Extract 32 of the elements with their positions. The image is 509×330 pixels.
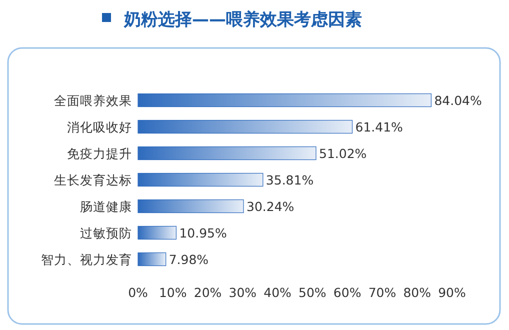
- bar: [138, 172, 264, 187]
- y-tick-label: 免疫力提升: [67, 146, 132, 161]
- bar: [138, 252, 166, 266]
- bar: [138, 93, 432, 108]
- chart-title: 奶粉选择——喂养效果考虑因素: [123, 10, 362, 30]
- x-tick-label: 50%: [298, 285, 326, 300]
- y-tick-label: 生长发育达标: [54, 172, 132, 188]
- bar: [138, 199, 244, 214]
- data-label: 61.41%: [355, 119, 404, 134]
- x-tick-label: 60%: [333, 285, 362, 300]
- data-label: 51.02%: [319, 146, 367, 161]
- y-tick-label: 全面喂养效果: [54, 92, 132, 108]
- bar: [138, 226, 177, 240]
- data-label: 7.98%: [168, 252, 209, 267]
- y-tick-label: 消化吸收好: [67, 119, 132, 134]
- bar: [138, 146, 316, 160]
- x-tick-label: 80%: [403, 285, 432, 300]
- x-tick-label: 40%: [264, 285, 292, 300]
- x-tick-label: 0%: [128, 285, 148, 300]
- x-tick-label: 20%: [194, 285, 222, 300]
- data-label: 84.04%: [434, 92, 482, 108]
- x-tick-label: 10%: [158, 285, 187, 300]
- data-label: 30.24%: [246, 198, 294, 214]
- x-tick-label: 70%: [368, 285, 396, 300]
- bar: [138, 120, 353, 134]
- x-tick-label: 30%: [228, 285, 257, 300]
- y-tick-label: 过敏预防: [80, 225, 132, 240]
- data-label: 35.81%: [266, 172, 314, 188]
- y-tick-label: 智力、视力发育: [41, 252, 132, 267]
- data-label: 10.95%: [179, 225, 227, 240]
- y-tick-label: 肠道健康: [80, 198, 132, 214]
- x-tick-label: 90%: [438, 285, 466, 300]
